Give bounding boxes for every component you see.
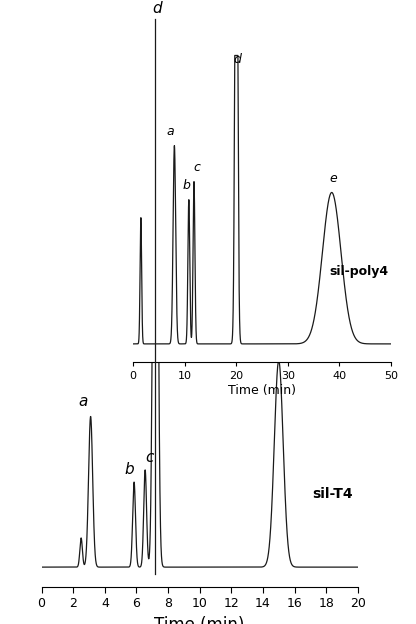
Text: c: c: [193, 162, 200, 175]
Text: b: b: [182, 180, 190, 192]
X-axis label: Time (min): Time (min): [228, 384, 296, 397]
Text: e: e: [329, 172, 337, 185]
Text: d: d: [234, 53, 242, 66]
X-axis label: Time (min): Time (min): [154, 615, 245, 624]
Text: b: b: [125, 462, 134, 477]
Text: a: a: [166, 125, 174, 139]
Text: sil-T4: sil-T4: [312, 487, 353, 501]
Text: e: e: [272, 338, 282, 353]
Text: a: a: [78, 394, 87, 409]
Text: d: d: [153, 1, 162, 16]
Text: sil-poly4: sil-poly4: [329, 265, 389, 278]
Text: c: c: [145, 450, 153, 465]
